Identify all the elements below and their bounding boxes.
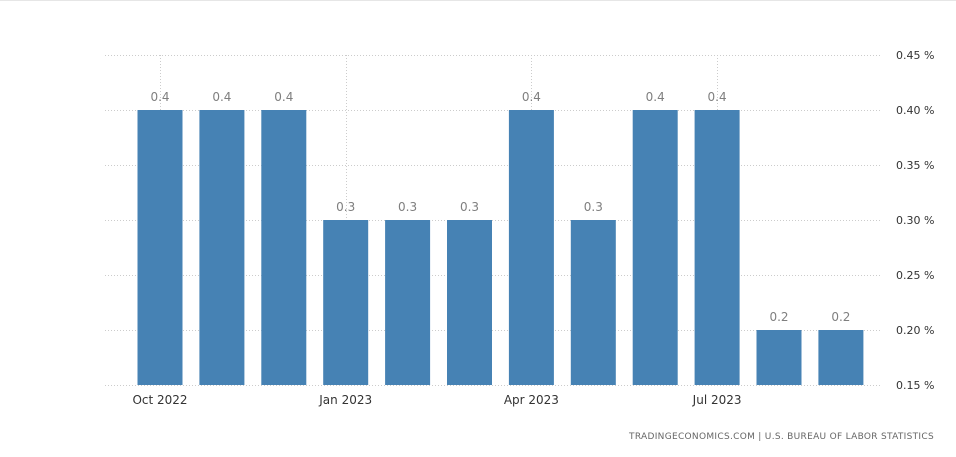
top-divider (0, 0, 956, 1)
bar (323, 220, 369, 385)
bar-value-label: 0.4 (708, 90, 727, 104)
bar-value-label: 0.2 (831, 310, 850, 324)
bar-value-label: 0.3 (336, 200, 355, 214)
y-tick-label: 0.30 % (896, 214, 934, 227)
bar (694, 110, 740, 385)
x-tick-label: Oct 2022 (132, 393, 187, 407)
bar-value-label: 0.4 (274, 90, 293, 104)
x-tick-label: Jul 2023 (692, 393, 742, 407)
bar-value-label: 0.3 (460, 200, 479, 214)
bar-value-label: 0.4 (646, 90, 665, 104)
bar (385, 220, 431, 385)
bar (632, 110, 678, 385)
source-credit: TRADINGECONOMICS.COM | U.S. BUREAU OF LA… (629, 432, 934, 442)
x-tick-label: Jan 2023 (318, 393, 372, 407)
bar-value-label: 0.4 (150, 90, 169, 104)
data-labels: 0.4 0.4 0.4 0.3 0.3 0.3 0.4 0.3 0.4 0.4 0.2 0.2 (150, 90, 850, 324)
x-axis-ticks: Oct 2022 Jan 2023 Apr 2023 Jul 2023 (132, 393, 741, 407)
y-tick-label: 0.15 % (896, 379, 934, 392)
x-tick-label: Apr 2023 (504, 393, 559, 407)
bar-value-label: 0.3 (584, 200, 603, 214)
y-tick-label: 0.20 % (896, 324, 934, 337)
y-axis-ticks: 0.15 % 0.20 % 0.25 % 0.30 % 0.35 % 0.40 % 0.45… (896, 49, 934, 392)
bar-value-label: 0.3 (398, 200, 417, 214)
bar (137, 110, 183, 385)
bar (199, 110, 245, 385)
bars (137, 110, 864, 385)
y-tick-label: 0.40 % (896, 104, 934, 117)
y-tick-label: 0.25 % (896, 269, 934, 282)
bar (818, 330, 864, 385)
bar-value-label: 0.2 (769, 310, 788, 324)
bar-value-label: 0.4 (212, 90, 231, 104)
bar-value-label: 0.4 (522, 90, 541, 104)
y-tick-label: 0.35 % (896, 159, 934, 172)
bar (508, 110, 554, 385)
bar-chart: 0.4 0.4 0.4 0.3 0.3 0.3 0.4 0.3 0.4 0.4 0.2 0.2 Oct… (105, 49, 934, 407)
bar (447, 220, 492, 385)
bar (261, 110, 307, 385)
y-tick-label: 0.45 % (896, 49, 934, 62)
bar (570, 220, 616, 385)
bar (756, 330, 802, 385)
